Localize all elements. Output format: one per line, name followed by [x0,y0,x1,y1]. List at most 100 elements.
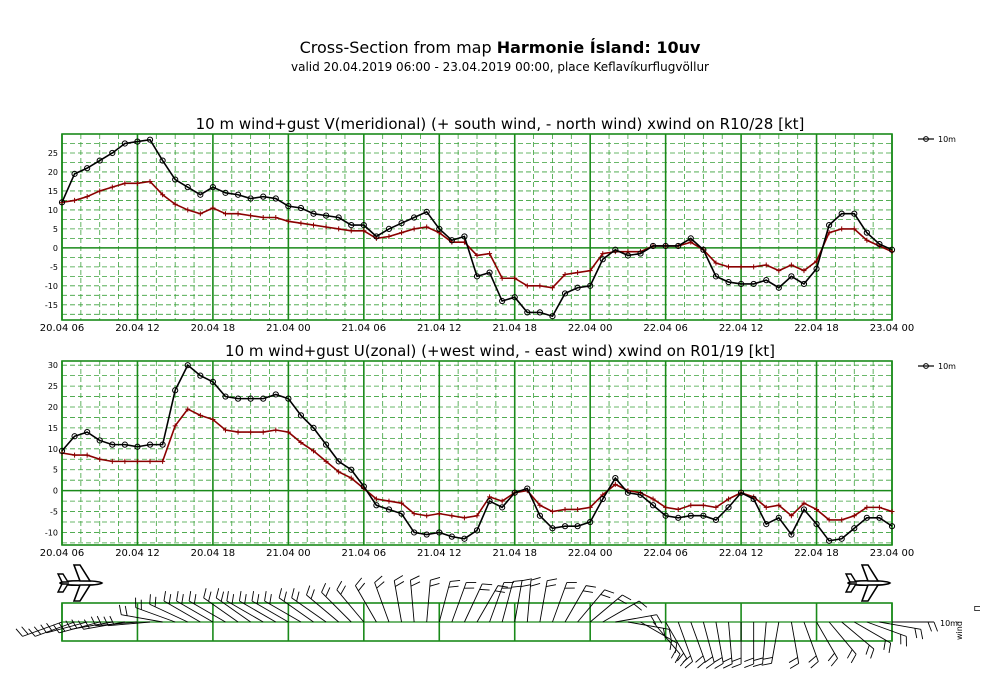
x-tick-label: 20.04 18 [191,323,236,334]
point-10m [499,504,506,511]
point-gust [72,452,78,458]
point-10m [121,441,128,448]
x-tick-label: 23.04 00 [870,548,915,559]
point-gust [776,268,782,274]
point-gust [512,275,518,281]
point-gust [537,283,543,289]
wind-barb-staff [476,585,499,623]
wind-barb-feather [310,589,315,600]
wind-barb-staff [451,582,467,623]
point-10m [272,195,279,202]
point-10m [624,489,632,496]
point-gust [97,188,103,194]
point-gust [298,220,304,226]
wind-barb-staff [489,582,505,623]
wind-barb-staff [854,621,891,644]
point-gust [851,513,857,519]
point-10m [826,222,833,229]
point-gust [675,506,681,512]
wind-barb-feather [231,594,235,605]
wind-barb-feather [600,593,611,599]
point-gust [185,406,191,412]
wind-barb-feather [638,600,648,608]
airplane-icon [844,564,892,602]
wind-barb-feather [124,605,128,616]
wind-barb-staff [251,600,289,623]
point-gust [348,228,354,234]
point-gust [323,458,329,464]
wind-barb-feather [512,579,524,582]
point-gust [399,500,405,506]
point-10m [700,512,707,519]
wind-barb-feather [933,621,938,632]
wind-barb-staff [278,597,314,623]
point-10m [121,140,128,147]
wind-barb-staff [355,585,377,623]
airplane-tail [56,573,70,593]
wind-barb-feather [410,581,421,587]
wind-barb-feather [296,591,300,602]
airplane-icon [56,564,104,602]
point-gust [210,417,216,423]
chart1-title: 10 m wind+gust V(meridional) (+ south wi… [196,115,805,133]
wind-barb-feather [676,652,684,662]
wind-barb-feather [208,591,212,602]
point-gust [461,515,467,521]
point-10m [222,393,229,400]
point-10m [826,537,833,544]
wind-barb-feather [927,621,932,632]
point-10m [700,246,707,253]
x-tick-label: 20.04 06 [40,323,85,334]
wind-barb-feather [90,616,97,626]
wind-barb-feather [888,642,892,653]
point-gust [336,226,342,232]
wind-barb-feather [530,582,541,587]
point-10m [146,441,154,448]
wind-barb-staff [135,607,176,623]
point-10m [712,273,720,280]
x-tick-label: 22.04 12 [719,323,764,334]
wind-barb-feather [865,644,870,655]
airplane-wings [860,564,880,602]
point-10m [385,225,393,232]
wind-barb-staff [464,583,483,623]
point-10m [788,273,795,280]
point-10m [851,210,858,217]
wind-barb-feather [336,580,343,591]
point-10m [310,210,317,217]
legend-label: 10m [938,135,956,144]
point-10m [398,510,405,517]
point-10m [360,483,367,490]
wind-barb-feather [163,591,167,602]
point-gust [562,271,568,277]
point-10m [800,280,808,288]
wind-barb-feather [244,594,247,605]
point-10m [461,535,468,542]
point-10m [448,237,455,244]
wind-barb-staff [83,621,125,630]
point-gust [311,448,317,454]
legend-marker [923,363,929,369]
point-10m [222,189,229,196]
wind-panel-extra-label: ⊓ [973,605,983,612]
point-10m [184,184,191,191]
wind-barb-feather [291,588,295,599]
point-gust [575,506,581,512]
point-10m [71,170,78,177]
point-10m [247,195,254,202]
wind-barb-feather [429,582,440,587]
point-gust [172,201,178,207]
series-10m-line [61,138,893,318]
x-tick-label: 21.04 06 [342,323,387,334]
wind-barb-feather [808,655,817,663]
point-gust [373,496,379,502]
point-gust [248,429,254,435]
page-title: Cross-Section from map Harmonie Ísland: … [0,38,1000,57]
point-gust [84,452,90,458]
wind-barb-feather [547,578,558,582]
point-gust [713,504,719,510]
point-10m [675,514,682,521]
point-10m [637,250,644,257]
